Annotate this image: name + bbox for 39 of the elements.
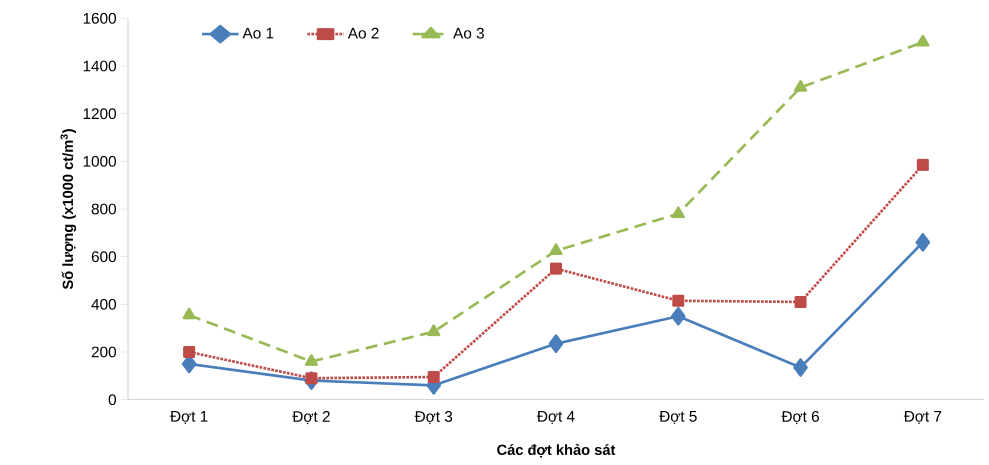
point	[427, 324, 440, 336]
point	[550, 262, 562, 275]
x-axis-title: Các đợt khảo sát	[497, 444, 616, 458]
x-tick-label: Đợt 1	[170, 411, 208, 424]
y-tick-label: 200	[92, 346, 116, 358]
y-tick-label: 1600	[84, 12, 116, 24]
x-tick-label: Đợt 4	[537, 411, 575, 424]
point	[670, 306, 686, 326]
x-tick-label: Đợt 3	[414, 411, 452, 424]
y-tick-label: 800	[92, 204, 116, 214]
point	[182, 308, 196, 320]
y-tick-label: 0	[108, 394, 116, 406]
point	[794, 80, 808, 92]
y-tick-label: 1400	[84, 60, 116, 72]
legend-label: Ao 3	[453, 28, 484, 39]
point	[304, 354, 318, 366]
point	[428, 371, 440, 384]
point	[548, 334, 564, 353]
y-tick-label: 1200	[84, 108, 116, 120]
point	[916, 233, 930, 252]
legend-label: Ao 1	[242, 28, 274, 39]
point	[549, 243, 563, 256]
legend-label: Ao 2	[348, 28, 379, 39]
x-tick-label: Đợt 7	[904, 411, 942, 424]
point	[183, 346, 196, 358]
point	[916, 34, 930, 47]
point	[672, 206, 685, 218]
y-tick-label: 600	[92, 251, 116, 262]
point	[672, 294, 684, 307]
point	[305, 372, 318, 384]
point	[794, 296, 807, 308]
x-tick-label: Đợt 5	[659, 411, 697, 424]
y-axis-title: Số lượng (x1000 ct/m$^{3}$)	[60, 129, 76, 290]
y-tick-label: 1000	[84, 156, 116, 167]
y-tick-label: 400	[91, 298, 116, 310]
x-tick-label: Đợt 2	[292, 411, 330, 424]
point	[916, 158, 929, 171]
x-tick-label: Đợt 6	[782, 411, 819, 424]
point	[793, 358, 808, 377]
